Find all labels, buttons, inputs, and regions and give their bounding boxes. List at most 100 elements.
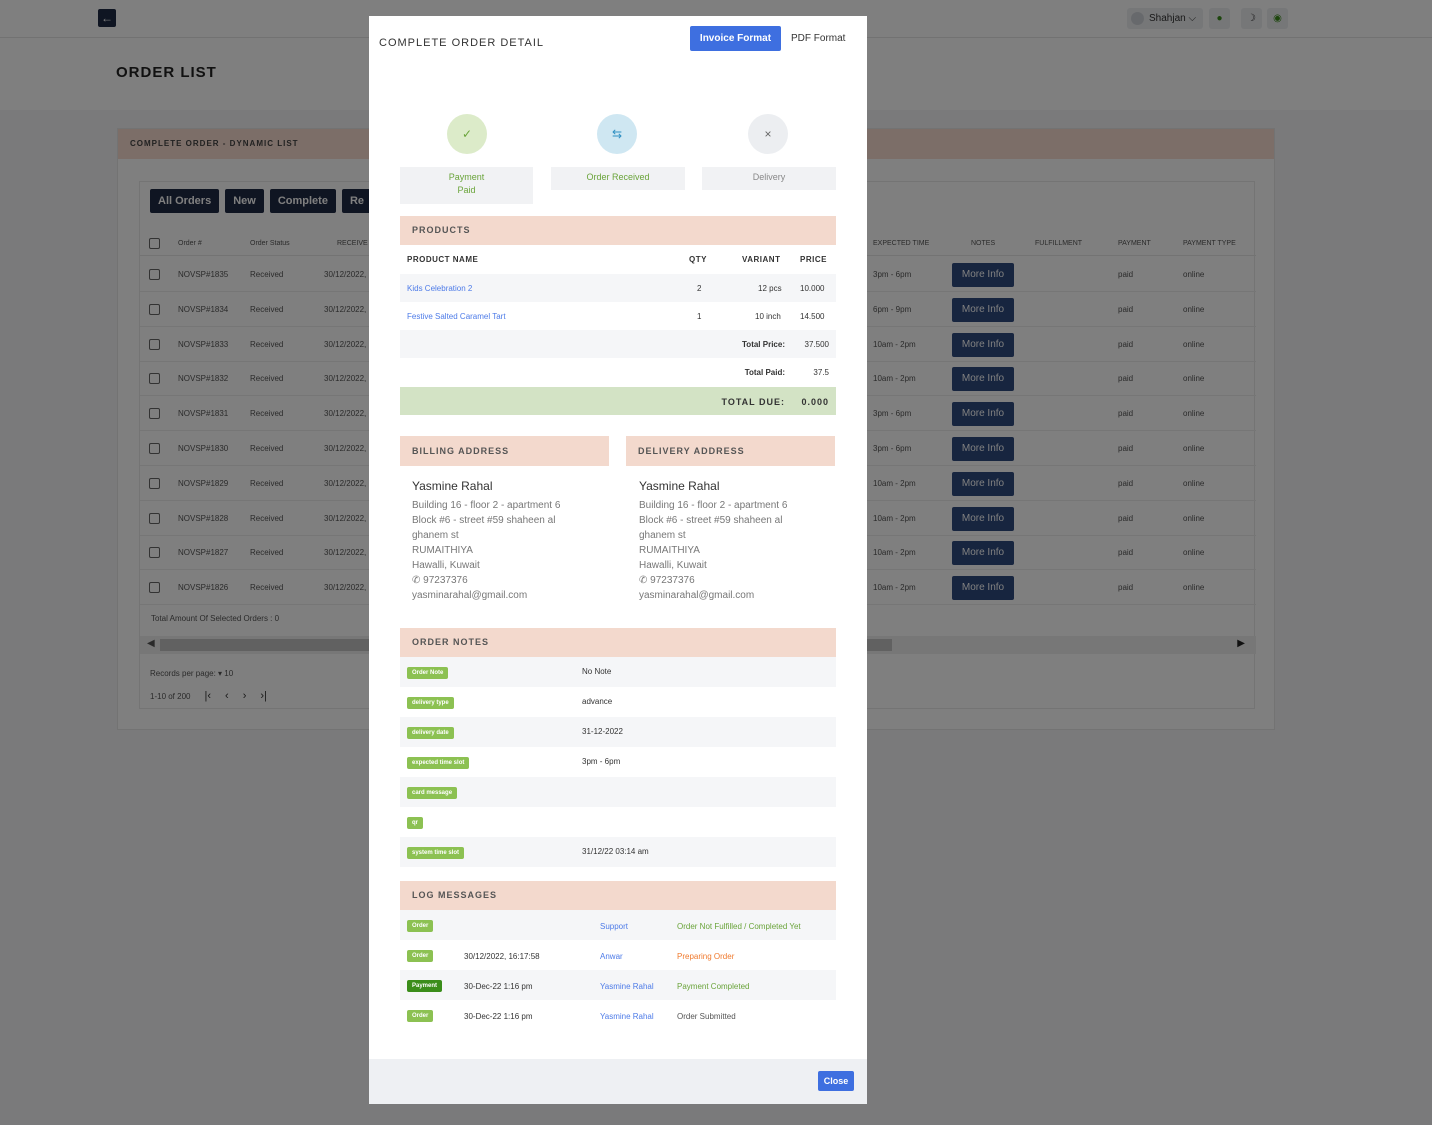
log-row: Order 30/12/2022, 16:17:58 Anwar Prepari… <box>400 940 836 970</box>
note-value: 31/12/22 03:14 am <box>582 847 649 856</box>
billing-address: Yasmine Rahal Building 16 - floor 2 - ap… <box>412 479 560 603</box>
delivery-address-header: DELIVERY ADDRESS <box>626 436 835 466</box>
log-messages-header: LOG MESSAGES <box>400 881 836 910</box>
order-detail-modal: COMPLETE ORDER DETAIL Invoice Format PDF… <box>369 16 867 1104</box>
product-qty: 2 <box>697 284 702 293</box>
exchange-icon: ⇆ <box>597 114 637 154</box>
total-due-label: TOTAL DUE: <box>721 397 785 407</box>
note-tag: delivery date <box>407 727 454 739</box>
note-tag: qr <box>407 817 423 829</box>
product-variant: 10 inch <box>755 312 781 321</box>
billing-line: RUMAITHIYA <box>412 545 473 556</box>
step-delivery-label: Delivery <box>752 172 786 182</box>
delivery-line: RUMAITHIYA <box>639 545 700 556</box>
total-due-value: 0.000 <box>801 397 829 407</box>
step-payment-label: Payment <box>448 172 485 182</box>
delivery-phone: ✆ 97237376 <box>639 573 787 588</box>
billing-line: Building 16 - floor 2 - apartment 6 <box>412 500 561 511</box>
note-row: qr <box>400 807 836 837</box>
log-message: Preparing Order <box>677 952 735 961</box>
products-header: PRODUCTS <box>400 216 836 245</box>
log-message: Order Submitted <box>677 1012 736 1021</box>
note-tag: Order Note <box>407 667 449 679</box>
phone-icon: ✆ <box>639 575 651 586</box>
product-price: 10.000 <box>800 284 825 293</box>
pdf-format-button[interactable]: PDF Format <box>791 33 846 44</box>
step-delivery: Delivery <box>702 167 836 190</box>
note-tag: expected time slot <box>407 757 470 769</box>
col-price: PRICE <box>800 255 827 264</box>
product-name-link[interactable]: Festive Salted Caramel Tart <box>407 312 506 321</box>
delivery-line: Block #6 - street #59 shaheen al <box>639 515 783 526</box>
product-price: 14.500 <box>800 312 825 321</box>
note-row: expected time slot 3pm - 6pm <box>400 747 836 777</box>
total-paid-row: Total Paid: 37.5 <box>400 358 836 386</box>
close-button[interactable]: Close <box>818 1071 854 1091</box>
log-message: Payment Completed <box>677 982 750 991</box>
col-product-name: PRODUCT NAME <box>407 255 479 264</box>
note-row: Order Note No Note <box>400 657 836 687</box>
note-value: advance <box>582 697 613 706</box>
product-qty: 1 <box>697 312 702 321</box>
note-row: card message <box>400 777 836 807</box>
product-row: Festive Salted Caramel Tart 1 10 inch 14… <box>400 302 836 330</box>
log-message: Order Not Fulfilled / Completed Yet <box>677 922 801 931</box>
modal-title: COMPLETE ORDER DETAIL <box>379 37 545 49</box>
billing-phone: ✆ 97237376 <box>412 573 560 588</box>
delivery-email: yasminarahal@gmail.com <box>639 590 755 601</box>
step-order-received-label: Order Received <box>586 172 650 182</box>
step-payment: Payment Paid <box>400 167 533 204</box>
total-paid-value: 37.5 <box>813 368 829 377</box>
delivery-line: Building 16 - floor 2 - apartment 6 <box>639 500 788 511</box>
log-tag: Payment <box>407 980 443 992</box>
billing-line: ghanem st <box>412 530 459 541</box>
billing-email: yasminarahal@gmail.com <box>412 590 528 601</box>
total-price-row: Total Price: 37.500 <box>400 330 836 358</box>
billing-line: Hawalli, Kuwait <box>412 560 480 571</box>
log-row: Order Support Order Not Fulfilled / Comp… <box>400 910 836 940</box>
delivery-name: Yasmine Rahal <box>639 479 720 493</box>
product-name-link[interactable]: Kids Celebration 2 <box>407 284 473 293</box>
billing-address-header: BILLING ADDRESS <box>400 436 609 466</box>
log-row: Payment 30-Dec-22 1:16 pm Yasmine Rahal … <box>400 970 836 1000</box>
log-tag: Order <box>407 950 434 962</box>
step-payment-status: Paid <box>457 185 476 195</box>
step-order-received: Order Received <box>551 167 685 190</box>
log-date: 30-Dec-22 1:16 pm <box>464 982 533 991</box>
invoice-format-button[interactable]: Invoice Format <box>690 26 781 51</box>
product-variant: 12 pcs <box>758 284 782 293</box>
log-date: 30/12/2022, 16:17:58 <box>464 952 540 961</box>
check-icon: ✓ <box>447 114 487 154</box>
note-value: 31-12-2022 <box>582 727 623 736</box>
note-value: 3pm - 6pm <box>582 757 621 766</box>
log-row: Order 30-Dec-22 1:16 pm Yasmine Rahal Or… <box>400 1000 836 1030</box>
note-tag: system time slot <box>407 847 465 859</box>
phone-icon: ✆ <box>412 575 424 586</box>
col-variant: VARIANT <box>742 255 781 264</box>
col-qty: QTY <box>689 255 707 264</box>
billing-phone-number: 97237376 <box>423 575 468 586</box>
total-price-label: Total Price: <box>742 340 785 349</box>
log-user[interactable]: Support <box>600 922 629 931</box>
note-row: system time slot 31/12/22 03:14 am <box>400 837 836 867</box>
note-row: delivery type advance <box>400 687 836 717</box>
modal-footer: Close <box>369 1059 867 1104</box>
total-paid-label: Total Paid: <box>744 368 785 377</box>
total-due-row: TOTAL DUE: 0.000 <box>400 387 836 415</box>
log-user[interactable]: Yasmine Rahal <box>600 982 654 991</box>
delivery-line: Hawalli, Kuwait <box>639 560 707 571</box>
delivery-phone-number: 97237376 <box>650 575 695 586</box>
note-row: delivery date 31-12-2022 <box>400 717 836 747</box>
log-tag: Order <box>407 920 434 932</box>
note-value: No Note <box>582 667 612 676</box>
delivery-address: Yasmine Rahal Building 16 - floor 2 - ap… <box>639 479 787 603</box>
order-notes-header: ORDER NOTES <box>400 628 836 657</box>
product-row: Kids Celebration 2 2 12 pcs 10.000 <box>400 274 836 302</box>
total-price-value: 37.500 <box>804 340 829 349</box>
log-user[interactable]: Anwar <box>600 952 623 961</box>
log-date: 30-Dec-22 1:16 pm <box>464 1012 533 1021</box>
log-user[interactable]: Yasmine Rahal <box>600 1012 654 1021</box>
log-tag: Order <box>407 1010 434 1022</box>
billing-name: Yasmine Rahal <box>412 479 493 493</box>
delivery-line: ghanem st <box>639 530 686 541</box>
